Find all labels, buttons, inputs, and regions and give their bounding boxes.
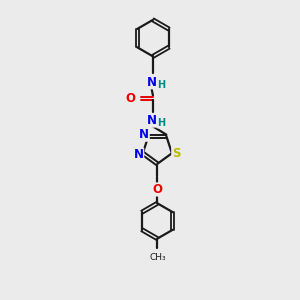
Text: O: O [152,183,162,196]
Text: CH₃: CH₃ [149,253,166,262]
Text: N: N [146,76,157,89]
Text: S: S [172,147,180,160]
Text: H: H [157,118,165,128]
Text: N: N [134,148,144,161]
Text: O: O [126,92,136,105]
Text: H: H [157,80,165,90]
Text: N: N [146,114,157,127]
Text: N: N [139,128,149,141]
